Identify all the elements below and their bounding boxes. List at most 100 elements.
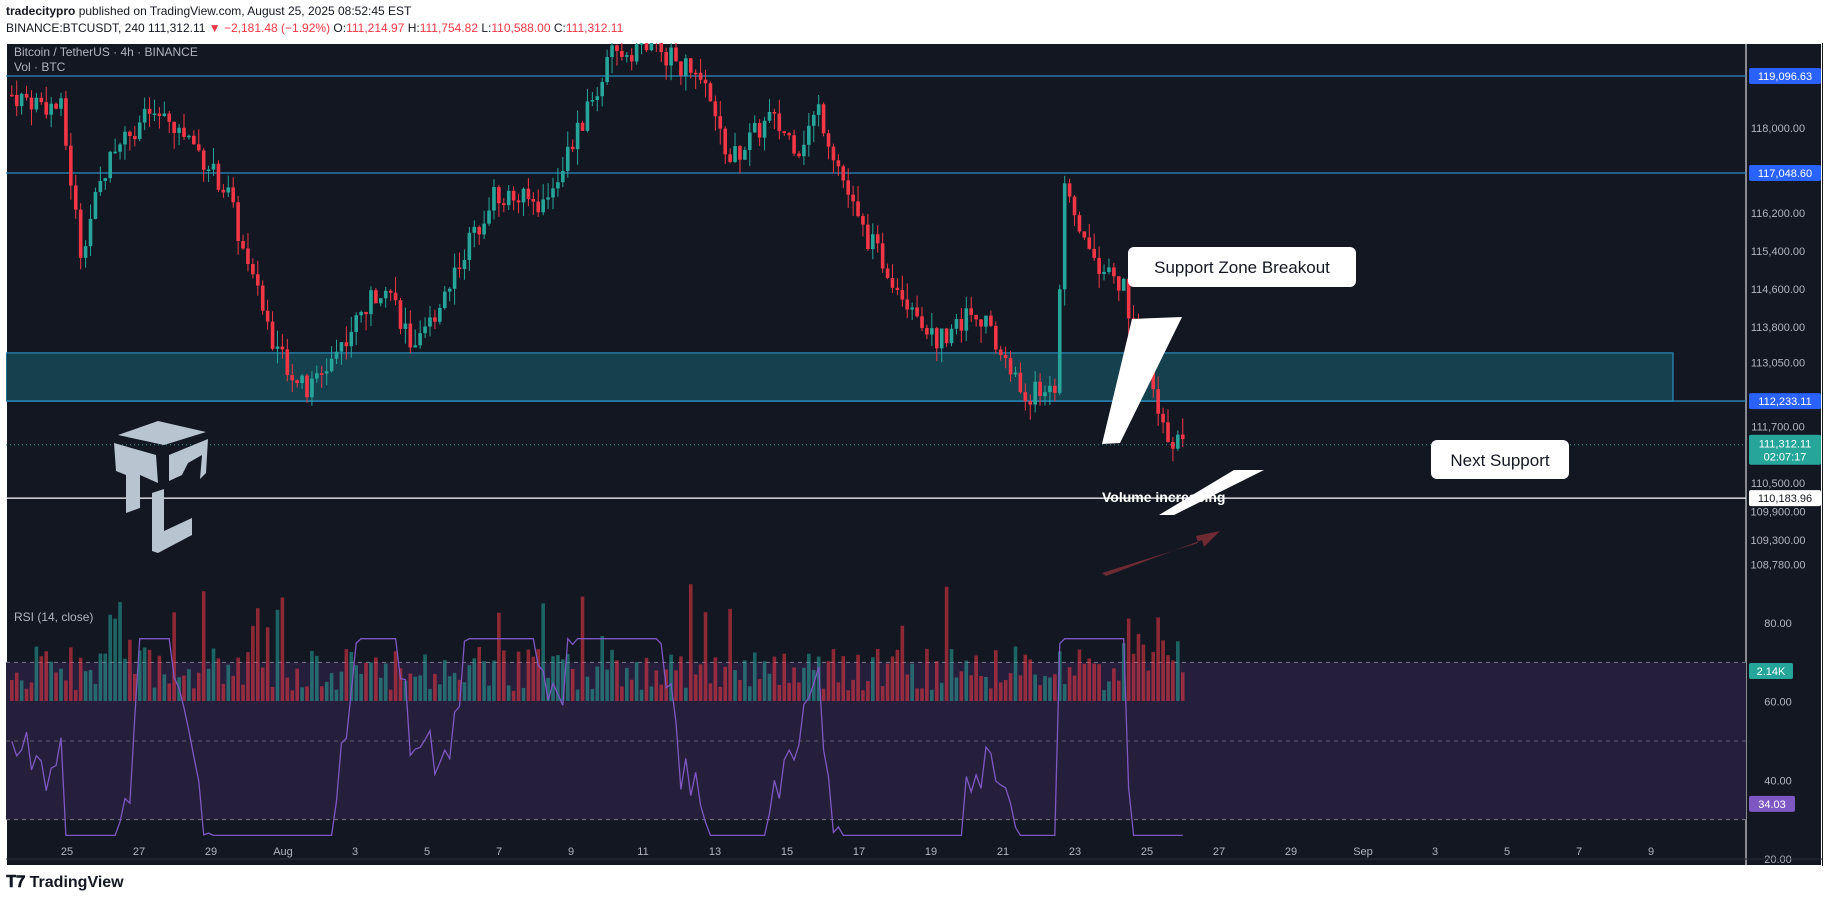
candle-body xyxy=(1126,278,1131,319)
candle-body xyxy=(674,47,678,62)
candle-body xyxy=(659,38,664,53)
volume-bar xyxy=(19,680,24,701)
volume-bar xyxy=(39,656,44,701)
volume-bar xyxy=(949,649,954,701)
candle-body xyxy=(767,111,772,121)
price-tick-label: 114,600.00 xyxy=(1751,284,1805,296)
volume-bar xyxy=(1126,618,1131,701)
volume-bar xyxy=(113,618,117,701)
volume-bar xyxy=(900,625,905,701)
volume-bar xyxy=(477,647,481,701)
candle-body xyxy=(39,97,44,103)
volume-bar xyxy=(989,688,993,701)
candle-body xyxy=(728,154,732,162)
candle-body xyxy=(905,299,910,310)
volume-bar xyxy=(270,687,275,701)
volume-bar xyxy=(344,649,349,701)
volume-bar xyxy=(98,653,103,701)
candle-body xyxy=(1067,183,1072,197)
volume-bar xyxy=(152,687,157,701)
volume-bar xyxy=(1180,672,1185,701)
next-support-callout[interactable]: Next Support xyxy=(1159,440,1569,515)
candle-body xyxy=(1003,355,1008,359)
candle-body xyxy=(1171,441,1175,449)
volume-bar xyxy=(1176,641,1180,701)
publisher-name[interactable]: tradecitypro xyxy=(6,4,76,18)
volume-bar xyxy=(605,669,609,701)
candle-body xyxy=(374,290,378,304)
volume-bar xyxy=(1117,680,1121,701)
volume-bar xyxy=(728,608,732,701)
volume-bar xyxy=(492,660,496,701)
chart-area[interactable]: Support Zone Breakout Next Support Volum… xyxy=(5,24,1823,866)
volume-bar xyxy=(600,636,604,701)
candle-body xyxy=(1053,385,1057,393)
candle-body xyxy=(1077,215,1082,232)
volume-bar xyxy=(285,677,290,701)
candle-body xyxy=(964,308,969,331)
volume-bar xyxy=(442,660,447,701)
price-scale[interactable]: 118,000.00 116,200.00 115,400.00 114,600.00… xyxy=(1750,123,1805,572)
volume-bar xyxy=(1033,674,1037,701)
candle-body xyxy=(142,108,147,123)
rsi-scale[interactable]: 80.00 60.00 40.00 20.00 34.03 xyxy=(1749,618,1795,866)
volume-bar xyxy=(959,671,964,701)
volume-bar xyxy=(142,647,147,701)
volume-bar xyxy=(1112,668,1116,701)
symbol-legend[interactable]: Bitcoin / TetherUS · 4h · BINANCE xyxy=(14,45,198,59)
tradingview-brand[interactable]: 𝐓𝟕 TradingView xyxy=(6,874,124,892)
volume-bar xyxy=(83,671,88,701)
rsi-legend[interactable]: RSI (14, close) xyxy=(14,610,94,624)
rsi-value-text: 34.03 xyxy=(1758,799,1786,811)
volume-bar xyxy=(196,672,201,701)
volume-bar xyxy=(497,612,501,701)
volume-bar xyxy=(920,688,924,701)
candle-body xyxy=(221,189,226,193)
rsi-value-box xyxy=(1749,795,1795,812)
candle-body xyxy=(875,234,880,244)
chart-svg[interactable]: Support Zone Breakout Next Support Volum… xyxy=(5,24,1823,866)
volume-bar xyxy=(364,662,368,701)
candle-body xyxy=(265,310,270,322)
candle-body xyxy=(1176,434,1180,449)
support-zone[interactable] xyxy=(5,352,1674,402)
time-axis[interactable]: 25 27 29 Aug 3 5 7 9 11 13 15 17 19 21 23 25 27 29 Sep 3 5 7 9 xyxy=(6,846,1822,860)
candle-body xyxy=(688,58,693,73)
candle-body xyxy=(275,346,280,349)
volume-bar xyxy=(1003,680,1008,701)
volume-bar xyxy=(393,651,398,701)
candle-body xyxy=(1092,248,1096,258)
support-breakout-callout[interactable]: Support Zone Breakout xyxy=(1102,247,1356,444)
volume-bar xyxy=(669,654,673,701)
candle-body xyxy=(310,378,314,398)
tradecity-logo xyxy=(114,421,208,553)
candle-body xyxy=(959,319,964,331)
volume-bar xyxy=(831,649,836,701)
candle-body xyxy=(782,131,787,134)
volume-bar xyxy=(708,683,713,701)
volume-bar xyxy=(531,656,536,701)
volume-bar xyxy=(167,683,172,701)
volume-bar xyxy=(654,670,659,701)
open-value: 111,214.97 xyxy=(346,21,405,35)
candle-body xyxy=(1166,422,1170,442)
candle-body xyxy=(196,144,201,151)
candle-body xyxy=(64,98,68,146)
volume-bar xyxy=(684,687,688,701)
candle-body xyxy=(575,122,580,150)
volume-bar xyxy=(1048,677,1052,701)
price-label-text: 112,233.11 xyxy=(1758,396,1811,408)
volume-bar xyxy=(379,677,383,701)
candle-body xyxy=(1048,385,1052,393)
candle-body xyxy=(24,93,29,98)
volume-bar xyxy=(506,685,511,701)
volume-bar xyxy=(221,683,226,701)
volume-bar xyxy=(703,612,708,701)
volume-legend[interactable]: Vol · BTC xyxy=(14,60,66,74)
change-value: ▼ −2,181.48 (−1.92%) xyxy=(208,21,331,35)
volume-bar xyxy=(457,679,462,701)
candle-body xyxy=(319,373,324,375)
volume-bar xyxy=(610,649,614,701)
candle-body xyxy=(664,52,668,66)
price-tick-label: 109,900.00 xyxy=(1750,507,1805,519)
